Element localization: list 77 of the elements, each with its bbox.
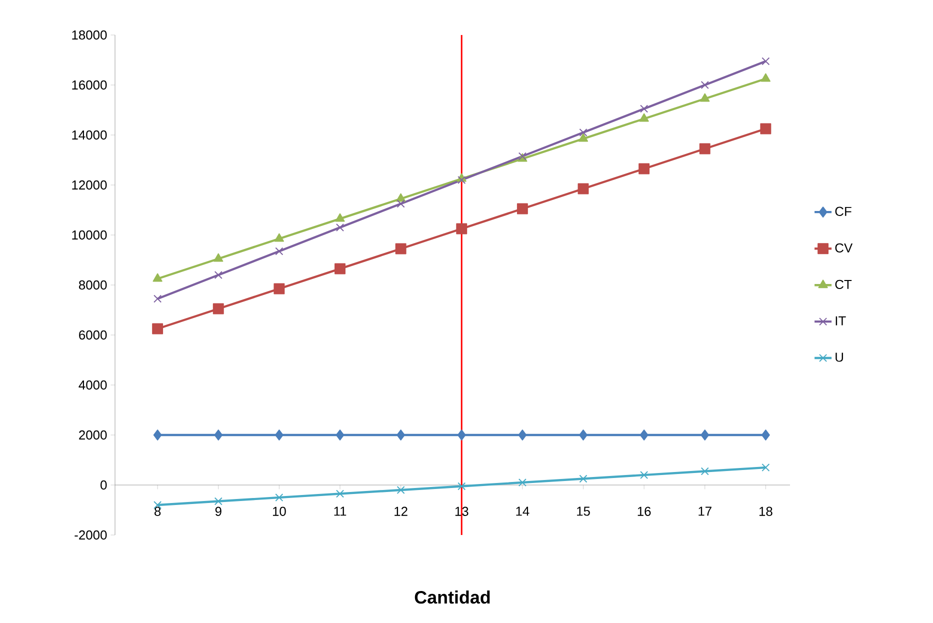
y-tick-label: 16000 xyxy=(72,80,107,90)
x-tick-label: 9 xyxy=(215,506,222,516)
x-tick-label: 8 xyxy=(154,506,161,516)
point xyxy=(152,273,162,282)
point xyxy=(456,223,468,234)
point xyxy=(699,143,710,154)
point xyxy=(396,430,406,440)
y-tick-label: 6000 xyxy=(79,330,107,340)
x-axis-title: Cantidad xyxy=(414,590,490,604)
point xyxy=(700,93,710,102)
point xyxy=(154,294,162,303)
y-tick-label: 14000 xyxy=(72,130,107,140)
legend-label: CT xyxy=(835,280,852,290)
point xyxy=(579,474,588,483)
point xyxy=(760,123,772,134)
y-tick-label: 2000 xyxy=(79,430,107,440)
point xyxy=(274,283,285,294)
y-tick-label: 8000 xyxy=(78,280,107,290)
point xyxy=(458,176,466,184)
point xyxy=(639,113,649,122)
x-tick-label: 15 xyxy=(577,506,590,516)
point xyxy=(700,80,709,90)
point xyxy=(275,247,284,256)
point xyxy=(336,430,344,440)
point xyxy=(640,104,648,113)
y-tick-label: 12000 xyxy=(72,180,107,190)
point xyxy=(579,128,588,137)
y-tick-label: 4000 xyxy=(78,380,107,390)
point xyxy=(275,493,284,502)
point xyxy=(152,323,164,334)
legend-label: IT xyxy=(836,316,846,326)
y-tick-label: -2000 xyxy=(74,530,107,540)
y-tick-label: 10000 xyxy=(72,230,107,240)
point xyxy=(700,430,710,440)
point xyxy=(336,223,344,232)
legend-label: CF xyxy=(835,206,852,216)
legend-label: U xyxy=(836,352,843,362)
x-tick-label: 17 xyxy=(698,506,712,516)
point xyxy=(274,430,284,440)
point xyxy=(457,430,466,440)
x-tick-label: 16 xyxy=(638,506,651,516)
point xyxy=(212,303,224,314)
point xyxy=(458,482,466,490)
point xyxy=(762,463,770,472)
point xyxy=(335,213,345,222)
point xyxy=(700,467,709,476)
point xyxy=(760,73,770,82)
legend-label: CV xyxy=(835,243,853,253)
x-tick-label: 18 xyxy=(759,506,772,516)
point xyxy=(274,233,284,242)
y-tick-label: 0 xyxy=(100,480,107,490)
point xyxy=(214,430,223,440)
point xyxy=(396,200,405,208)
point xyxy=(761,430,770,440)
point xyxy=(334,263,346,274)
point xyxy=(640,430,648,440)
x-tick-label: 10 xyxy=(272,506,286,516)
point xyxy=(640,470,648,480)
point xyxy=(518,478,526,487)
point xyxy=(395,243,406,254)
point xyxy=(518,430,527,440)
point xyxy=(638,163,650,174)
point xyxy=(153,430,162,440)
point xyxy=(762,57,770,66)
x-tick-label: 12 xyxy=(394,506,408,516)
point xyxy=(578,133,588,142)
point xyxy=(516,203,528,214)
point xyxy=(578,183,589,194)
x-tick-label: 14 xyxy=(516,506,530,516)
x-tick-label: 11 xyxy=(334,506,346,516)
point xyxy=(579,430,588,440)
point xyxy=(336,490,344,498)
point xyxy=(214,270,222,280)
point xyxy=(214,497,222,506)
point xyxy=(396,486,405,494)
y-tick-label: 18000 xyxy=(72,30,107,40)
point xyxy=(214,253,224,262)
